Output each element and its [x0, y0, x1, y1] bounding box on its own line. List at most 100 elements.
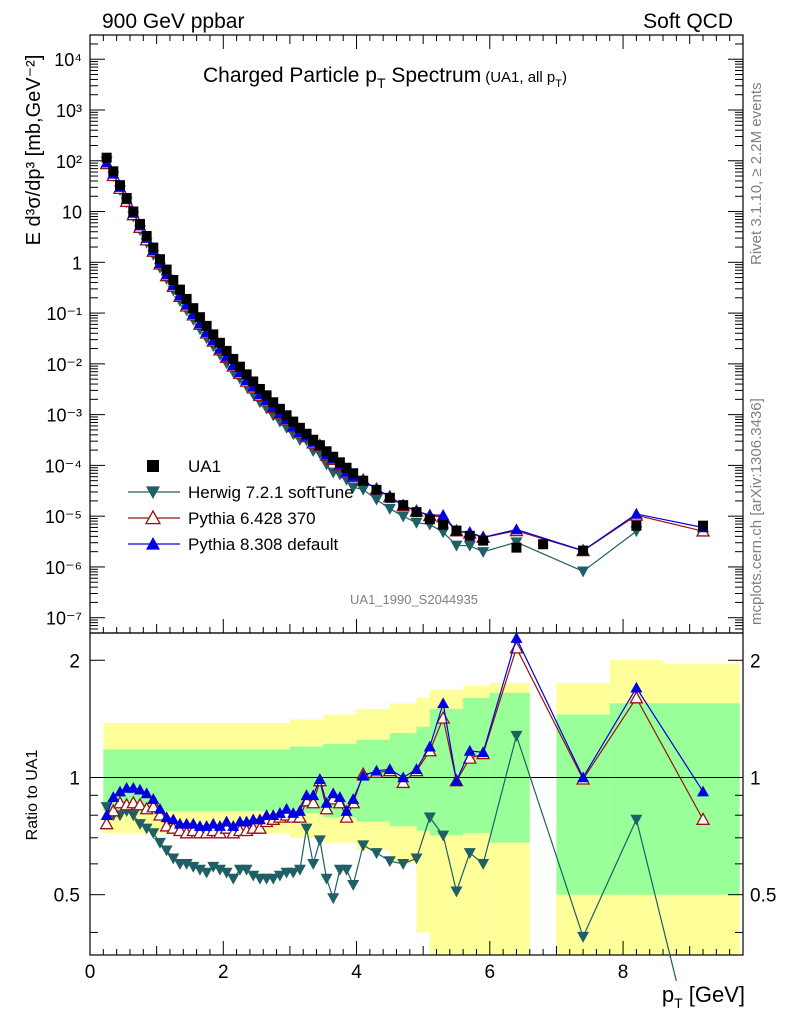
ua1-data-point	[148, 242, 159, 253]
ratio-point-series-1	[167, 853, 180, 865]
y-tick-label-main: 10⁻⁷	[46, 609, 82, 629]
ratio-point-series-1	[140, 823, 153, 835]
ratio-point-series-1	[247, 870, 260, 882]
ratio-point-series-1	[240, 864, 253, 876]
ua1-data-point	[261, 390, 272, 401]
ratio-point-series-1	[213, 864, 226, 876]
ua1-data-point	[281, 410, 292, 421]
ratio-point-series-3	[383, 763, 396, 775]
ratio-point-series-3	[397, 771, 410, 783]
y-tick-label-main: 10⁻²	[46, 355, 82, 375]
ua1-data-point	[348, 468, 359, 479]
main-point-series-1	[437, 527, 450, 539]
legend-label: Pythia 6.428 370	[188, 509, 316, 528]
main-point-series-1	[347, 482, 360, 494]
ratio-point-series-1	[267, 873, 280, 885]
main-point-series-1	[397, 511, 410, 523]
ratio-point-series-2	[252, 821, 268, 834]
ua1-data-point	[241, 369, 252, 380]
ua1-data-point	[141, 230, 152, 241]
ratio-plot-frame	[89, 632, 744, 956]
ratio-point-series-3	[630, 681, 643, 693]
ua1-data-point	[384, 492, 395, 503]
ua1-data-point	[221, 345, 232, 356]
ratio-point-series-3	[697, 785, 710, 797]
ratio-point-series-1	[293, 864, 306, 876]
main-point-series-1	[577, 566, 590, 578]
ratio-point-series-3	[370, 764, 383, 776]
ua1-data-point	[168, 274, 179, 285]
ua1-data-point	[631, 520, 642, 531]
ratio-point-series-1	[577, 931, 590, 943]
x-tick-label: 2	[218, 962, 229, 983]
ratio-point-series-3	[293, 805, 306, 816]
axis-ticks: 0 2 4 6 8 10⁻⁷ 10⁻⁶ 10⁻⁵ 10⁻⁴ 10⁻³ 10⁻² 10⁻¹ 1 10 10² 1…	[45, 34, 776, 983]
ratio-point-series-1	[227, 873, 240, 885]
main-point-series-3	[510, 523, 523, 535]
ua1-data-point	[154, 254, 165, 265]
ratio-point-series-3	[153, 802, 166, 814]
ratio-point-series-1	[383, 856, 396, 868]
main-point-series-1	[410, 517, 423, 529]
y-tick-label-main: 10⁴	[54, 50, 82, 70]
ua1-data-point	[108, 166, 119, 177]
y-tick-label-main: 10²	[56, 152, 82, 172]
ratio-point-series-1	[477, 859, 490, 870]
ua1-data-point	[121, 192, 132, 203]
ratio-point-series-2	[339, 810, 354, 823]
ua1-data-point	[268, 397, 279, 408]
y-tick-label-main: 10	[62, 203, 82, 223]
ua1-data-point	[314, 440, 325, 451]
ratio-point-series-3	[320, 796, 333, 808]
y-tick-label-ratio-left: 1	[69, 768, 80, 789]
ua1-data-point	[288, 416, 299, 427]
ratio-point-series-1	[300, 823, 313, 835]
ratio-point-series-1	[357, 840, 370, 852]
ua1-data-point	[128, 206, 139, 217]
title-detail-tail: )	[562, 69, 567, 86]
x-tick-label: 8	[618, 962, 629, 983]
ua1-data-point	[188, 303, 199, 314]
ua1-data-point	[181, 293, 192, 304]
x-axis-label: pT [GeV]	[662, 982, 745, 1011]
y-tick-label-main: 10⁻⁴	[45, 456, 82, 476]
ua1-data-point	[254, 383, 265, 394]
y-axis-label-main: E d³σ/dp³ [mb,GeV⁻²]	[23, 55, 45, 246]
y-tick-label-main: 1	[72, 253, 82, 273]
ratio-point-series-3	[253, 813, 266, 825]
main-point-series-1	[477, 547, 490, 558]
ratio-point-series-3	[140, 787, 153, 799]
legend-marker	[147, 460, 159, 472]
ratio-point-series-1	[100, 802, 113, 813]
ua1-data-point	[214, 337, 225, 348]
ratio-point-series-3	[100, 809, 113, 821]
ratio-point-series-3	[510, 632, 523, 643]
ua1-data-point	[438, 519, 449, 530]
ua1-data-point	[114, 180, 125, 191]
legend-label: Herwig 7.2.1 softTune	[188, 483, 354, 502]
ratio-point-series-2	[306, 795, 321, 809]
y-tick-label-ratio-left: 0.5	[54, 886, 80, 907]
ratio-point-series-3	[450, 774, 463, 786]
ua1-data-point	[411, 507, 422, 518]
ratio-point-series-3	[410, 763, 423, 775]
ratio-point-series-2	[695, 812, 711, 825]
ratio-point-series-1	[423, 812, 436, 824]
ratio-point-series-3	[127, 781, 140, 793]
ratio-point-series-1	[320, 873, 333, 885]
ua1-data-point	[328, 451, 339, 462]
ratio-point-series-3	[167, 813, 180, 825]
ratio-point-series-1	[187, 861, 200, 873]
ua1-data-point	[511, 542, 522, 553]
ua1-data-point	[478, 535, 489, 546]
main-point-series-1	[357, 484, 370, 496]
ratio-point-series-1	[313, 835, 326, 847]
ua1-data-point	[538, 539, 549, 550]
ratio-point-series-2	[152, 807, 168, 821]
main-point-series-1	[463, 540, 476, 552]
ratio-point-series-2	[132, 797, 148, 811]
y-tick-label-main: 10⁻⁵	[45, 507, 82, 527]
ratio-point-series-1	[127, 810, 140, 822]
ratio-point-series-3	[160, 811, 173, 823]
main-point-series-1	[450, 540, 463, 552]
